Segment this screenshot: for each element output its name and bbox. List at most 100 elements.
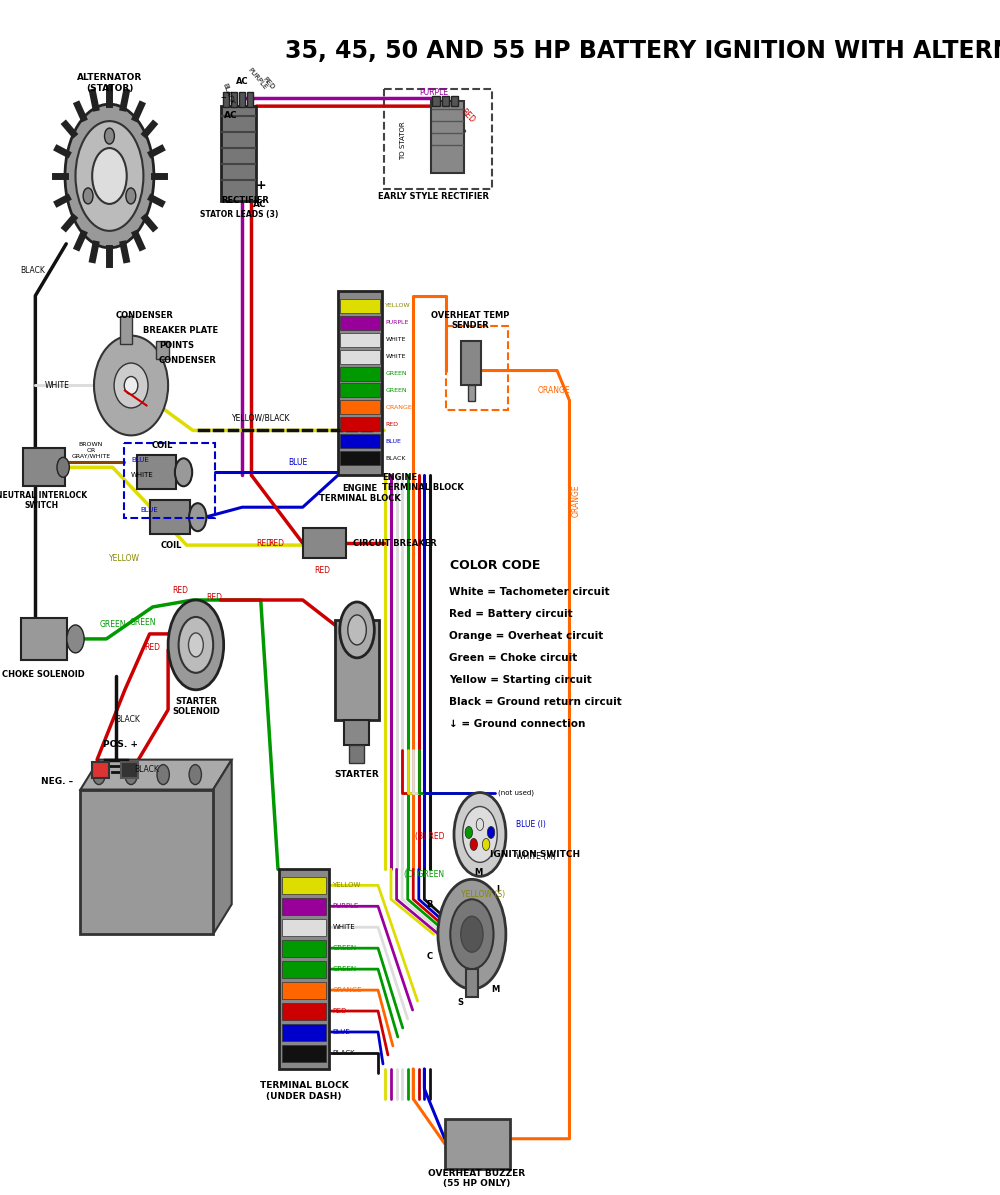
Text: BLUE: BLUE [385, 439, 401, 443]
Circle shape [465, 827, 473, 839]
Bar [279, 870, 329, 1068]
Text: RED: RED [332, 1009, 347, 1015]
Circle shape [93, 765, 105, 785]
Bar [303, 528, 346, 558]
Ellipse shape [114, 363, 148, 407]
Circle shape [482, 839, 490, 851]
Circle shape [454, 792, 506, 876]
Text: ALTERNATOR
(STATOR): ALTERNATOR (STATOR) [77, 74, 142, 93]
Text: GREEN: GREEN [332, 945, 356, 951]
Text: CHOKE SOLENOID: CHOKE SOLENOID [2, 670, 85, 679]
Text: BLUE: BLUE [131, 458, 149, 464]
Bar [282, 961, 326, 979]
Bar [451, 96, 458, 106]
Circle shape [57, 458, 69, 477]
Bar [231, 92, 237, 108]
Text: BLACK: BLACK [20, 266, 45, 275]
Text: (B) RED: (B) RED [415, 832, 444, 841]
Text: RED: RED [172, 586, 188, 595]
Text: NEUTRAL INTERLOCK
SWITCH: NEUTRAL INTERLOCK SWITCH [0, 490, 87, 510]
Circle shape [168, 600, 224, 690]
Bar [221, 106, 256, 201]
Text: M: M [474, 868, 482, 877]
Text: B: B [427, 900, 433, 908]
Circle shape [157, 765, 169, 785]
Text: ENGINE
TERMINAL BLOCK: ENGINE TERMINAL BLOCK [319, 484, 401, 503]
Bar [223, 92, 229, 108]
Text: C: C [427, 951, 433, 961]
Circle shape [65, 104, 154, 247]
Text: BLACK: BLACK [116, 716, 140, 724]
Text: YELLOW/BLACK: YELLOW/BLACK [231, 413, 290, 423]
Text: POS. +: POS. + [103, 740, 138, 749]
Circle shape [189, 503, 206, 531]
Bar [120, 315, 132, 344]
Circle shape [461, 917, 483, 952]
Bar [282, 940, 326, 957]
Text: RECTIFIER: RECTIFIER [221, 196, 269, 206]
Text: Yellow = Starting circuit: Yellow = Starting circuit [449, 675, 592, 685]
Bar [445, 1119, 510, 1169]
Bar [340, 315, 380, 330]
Text: OVERHEAT TEMP
SENDER: OVERHEAT TEMP SENDER [431, 311, 510, 330]
Bar [461, 341, 481, 386]
Text: BLACK: BLACK [332, 1050, 355, 1056]
Text: CONDENSER: CONDENSER [159, 356, 217, 364]
Circle shape [175, 459, 192, 486]
Bar [121, 761, 138, 778]
Text: RED: RED [385, 422, 398, 427]
Text: (C) GREEN: (C) GREEN [404, 870, 444, 878]
Bar [340, 434, 380, 448]
Bar [282, 982, 326, 999]
Circle shape [188, 633, 203, 657]
Bar [282, 1044, 326, 1062]
Text: I: I [496, 884, 499, 894]
Bar [340, 367, 380, 380]
Text: Orange = Overheat circuit: Orange = Overheat circuit [449, 631, 603, 641]
Circle shape [83, 188, 93, 204]
Text: WHITE (M): WHITE (M) [516, 852, 556, 860]
Text: WHITE: WHITE [44, 381, 69, 390]
Text: STARTER
SOLENOID: STARTER SOLENOID [172, 697, 220, 717]
Text: AC: AC [236, 76, 249, 86]
Text: NEG. –: NEG. – [41, 777, 73, 786]
Polygon shape [80, 760, 232, 790]
Circle shape [92, 148, 127, 204]
Circle shape [126, 188, 136, 204]
Text: RED: RED [459, 108, 476, 125]
Circle shape [340, 602, 374, 658]
Circle shape [438, 880, 506, 989]
Text: EARLY STYLE RECTIFIER: EARLY STYLE RECTIFIER [378, 192, 489, 202]
Text: RED: RED [314, 565, 330, 575]
Bar [23, 448, 65, 486]
Text: WHITE: WHITE [385, 337, 406, 342]
Text: Green = Choke circuit: Green = Choke circuit [449, 652, 577, 663]
Bar [21, 618, 67, 660]
Circle shape [463, 807, 497, 863]
Bar [344, 719, 369, 744]
Text: RED: RED [261, 75, 275, 91]
Bar [340, 332, 380, 347]
Bar [466, 969, 478, 997]
Text: GREEN: GREEN [385, 370, 407, 376]
Text: M: M [491, 985, 499, 993]
Text: BROWN
OR
GRAY/WHITE: BROWN OR GRAY/WHITE [71, 442, 110, 459]
Text: BLUE (I): BLUE (I) [516, 820, 546, 829]
Text: YELLOW: YELLOW [332, 882, 361, 888]
Text: RED: RED [268, 539, 284, 547]
Bar [92, 761, 109, 778]
Bar [340, 417, 380, 431]
Bar [247, 92, 253, 108]
Text: S: S [458, 998, 464, 1006]
Text: TERMINAL BLOCK
(UNDER DASH): TERMINAL BLOCK (UNDER DASH) [260, 1081, 348, 1101]
Text: 35, 45, 50 AND 55 HP BATTERY IGNITION WITH ALTERNATOR: 35, 45, 50 AND 55 HP BATTERY IGNITION WI… [285, 39, 1000, 63]
Bar [239, 92, 245, 108]
Bar [80, 790, 213, 934]
Text: White = Tachometer circuit: White = Tachometer circuit [449, 587, 610, 598]
Bar [124, 443, 215, 519]
Text: COIL: COIL [151, 441, 173, 449]
Text: GREEN: GREEN [332, 966, 356, 973]
Circle shape [67, 625, 84, 652]
Bar [340, 350, 380, 363]
Text: PURPLE: PURPLE [419, 87, 448, 97]
